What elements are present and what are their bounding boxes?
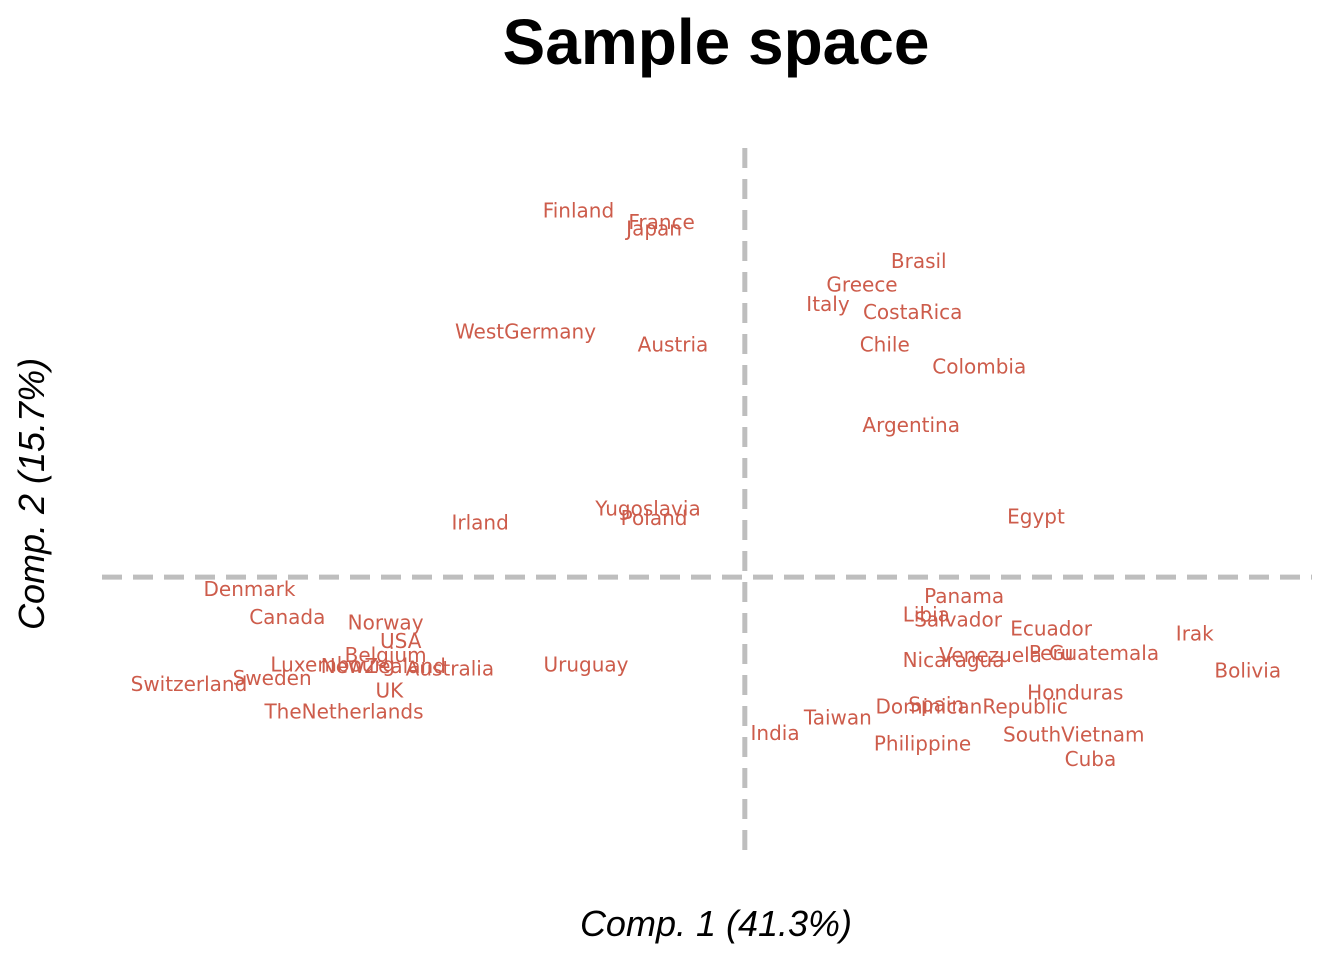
point-label: Italy xyxy=(806,292,850,316)
point-label: Cuba xyxy=(1065,747,1117,771)
point-label: Sweden xyxy=(233,666,312,690)
point-label: France xyxy=(628,210,695,234)
point-label: Irak xyxy=(1176,621,1214,645)
y-axis-label: Comp. 2 (15.7%) xyxy=(11,358,52,630)
point-label: Japan xyxy=(624,216,682,240)
x-axis-label: Comp. 1 (41.3%) xyxy=(580,903,852,944)
point-label: WestGermany xyxy=(455,319,596,343)
point-label: Bolivia xyxy=(1214,659,1281,683)
chart-title: Sample space xyxy=(503,6,930,78)
point-label: UK xyxy=(375,678,404,702)
point-label: Australia xyxy=(406,656,494,680)
point-label: TheNetherlands xyxy=(263,699,423,723)
point-label: Taiwan xyxy=(803,706,872,730)
point-label: Finland xyxy=(543,198,614,222)
point-label: Poland xyxy=(621,506,688,530)
point-label: Greece xyxy=(826,273,897,297)
point-label: Brasil xyxy=(891,249,947,273)
point-label: Ecuador xyxy=(1010,617,1092,641)
point-label: Argentina xyxy=(862,413,960,437)
point-label: CostaRica xyxy=(863,300,962,324)
point-label: USA xyxy=(380,629,422,653)
point-label: India xyxy=(751,721,800,745)
point-label: Venezuela xyxy=(939,643,1042,667)
point-label: Panama xyxy=(924,584,1004,608)
point-label: Norway xyxy=(348,610,424,634)
point-label: Uruguay xyxy=(544,653,629,677)
point-label: Denmark xyxy=(204,577,296,601)
point-label: Philippine xyxy=(874,731,971,755)
point-label: Chile xyxy=(860,333,910,357)
point-label: Colombia xyxy=(932,354,1026,378)
point-label: NewZealand xyxy=(321,654,446,678)
point-label: Peru xyxy=(1029,641,1074,665)
point-label: Yugoslavia xyxy=(594,496,700,520)
point-label: Switzerland xyxy=(131,672,248,696)
point-label: Austria xyxy=(638,333,709,357)
point-label: Nicaragua xyxy=(903,648,1005,672)
point-label: Irland xyxy=(451,511,508,535)
point-label: Belgium xyxy=(345,643,427,667)
point-label: Libia xyxy=(903,603,950,627)
point-label: SouthVietnam xyxy=(1003,723,1144,747)
point-label: Salvador xyxy=(914,607,1003,631)
point-label: Luxembourg xyxy=(270,653,395,677)
point-label: DominicanRepublic xyxy=(876,695,1068,719)
point-label: Spain xyxy=(908,692,964,716)
point-label: Honduras xyxy=(1027,681,1123,705)
point-label: Guatemala xyxy=(1049,641,1159,665)
point-label: Canada xyxy=(249,605,325,629)
point-label: Egypt xyxy=(1007,504,1065,528)
